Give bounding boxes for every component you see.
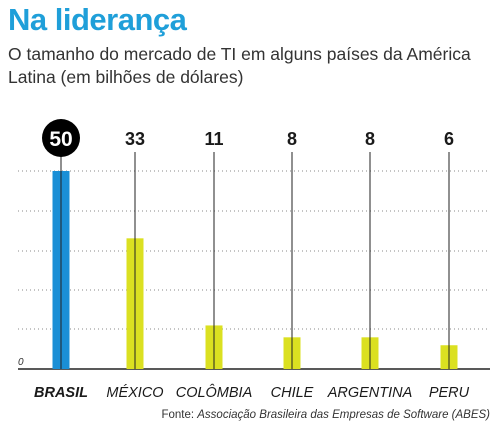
value-label-2: 11 <box>204 129 223 149</box>
value-label-0: 50 <box>49 128 72 151</box>
value-label-3: 8 <box>287 129 297 149</box>
category-label-1: MÉXICO <box>106 384 163 401</box>
value-label-1: 33 <box>125 129 145 149</box>
value-label-4: 8 <box>365 129 375 149</box>
category-label-4: ARGENTINA <box>327 385 413 401</box>
source-note: Fonte: Associação Brasileira das Empresa… <box>161 409 490 421</box>
category-label-3: CHILE <box>271 385 314 401</box>
source-prefix: Fonte: <box>161 409 198 421</box>
chart-title: Na liderança <box>8 2 187 37</box>
category-label-2: COLÔMBIA <box>176 384 253 401</box>
y-axis-zero-label: 0 <box>18 357 24 368</box>
source-name: Associação Brasileira das Empresas de So… <box>197 409 490 421</box>
category-label-0: BRASIL <box>34 385 88 401</box>
value-badge-0 <box>42 119 80 157</box>
value-label-5: 6 <box>444 129 454 149</box>
chart-subtitle: O tamanho do mercado de TI em alguns paí… <box>8 44 471 87</box>
category-label-5: PERU <box>429 385 470 401</box>
